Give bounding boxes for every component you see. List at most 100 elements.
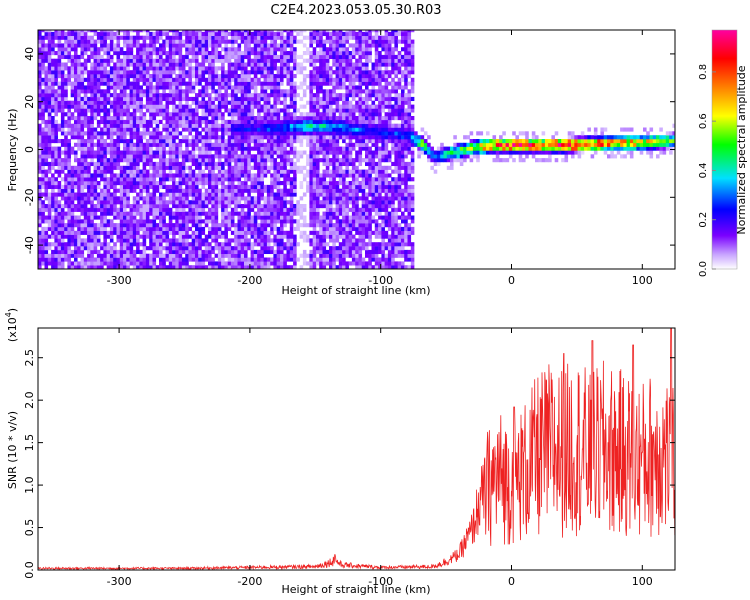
heatmap-cell xyxy=(60,96,65,102)
heatmap-cell xyxy=(237,238,242,243)
heatmap-cell xyxy=(217,246,222,251)
heatmap-cell xyxy=(119,89,124,94)
heatmap-cell xyxy=(198,51,202,56)
heatmap-cell xyxy=(208,127,212,132)
heatmap-cell xyxy=(126,119,130,125)
heatmap-cell xyxy=(87,89,91,94)
heatmap-cell xyxy=(273,108,277,113)
heatmap-cell xyxy=(132,161,137,167)
heatmap-cell xyxy=(142,74,147,79)
heatmap-cell xyxy=(237,58,242,63)
heatmap-cell xyxy=(198,200,202,205)
heatmap-cell xyxy=(217,54,222,60)
heatmap-cell xyxy=(113,74,117,79)
heatmap-cell xyxy=(319,119,323,125)
heatmap-cell xyxy=(319,77,323,82)
heatmap-cell xyxy=(270,192,274,197)
heatmap-cell xyxy=(175,204,179,209)
heatmap-cell xyxy=(87,200,91,205)
heatmap-cell xyxy=(201,253,206,258)
heatmap-cell xyxy=(312,154,317,159)
heatmap-cell xyxy=(299,181,304,186)
heatmap-cell xyxy=(165,108,170,113)
heatmap-cell xyxy=(322,142,327,147)
heatmap-cell xyxy=(44,43,49,48)
heatmap-cell xyxy=(70,39,75,44)
heatmap-cell xyxy=(41,54,45,60)
heatmap-cell xyxy=(77,89,81,94)
heatmap-cell xyxy=(67,246,71,251)
heatmap-cell xyxy=(201,177,206,182)
heatmap-cell xyxy=(266,265,271,269)
heatmap-cell xyxy=(293,169,297,174)
heatmap-cell xyxy=(211,204,215,209)
heatmap-cell xyxy=(80,108,85,113)
heatmap-cell xyxy=(208,51,212,56)
heatmap-cell xyxy=(96,257,101,262)
heatmap-cell xyxy=(276,196,281,201)
heatmap-cell xyxy=(149,265,153,269)
heatmap-cell xyxy=(168,158,173,163)
heatmap-cell xyxy=(54,81,58,86)
heatmap-cell xyxy=(93,127,98,132)
heatmap-cell xyxy=(132,226,137,232)
heatmap-cell xyxy=(270,226,274,232)
heatmap-cell xyxy=(322,108,327,113)
heatmap-cell xyxy=(172,246,176,251)
heatmap-cell xyxy=(77,177,81,182)
heatmap-cell xyxy=(208,211,212,216)
heatmap-cell xyxy=(211,234,215,239)
heatmap-cell xyxy=(224,43,228,48)
heatmap-cell xyxy=(188,74,192,79)
heatmap-cell xyxy=(155,223,160,228)
heatmap-cell xyxy=(90,223,94,228)
heatmap-cell xyxy=(244,127,248,132)
heatmap-cell xyxy=(103,223,107,228)
heatmap-cell xyxy=(165,119,170,125)
heatmap-cell xyxy=(38,70,42,75)
heatmap-cell xyxy=(145,100,150,105)
heatmap-cell xyxy=(119,74,124,79)
heatmap-cell xyxy=(41,238,45,243)
heatmap-cell xyxy=(175,261,179,266)
heatmap-cell xyxy=(312,62,317,67)
heatmap-cell xyxy=(83,104,88,109)
heatmap-cell xyxy=(198,192,202,197)
heatmap-cell xyxy=(136,142,140,147)
heatmap-cell xyxy=(80,30,85,33)
heatmap-cell xyxy=(266,31,271,37)
heatmap-cell xyxy=(126,104,130,109)
heatmap-cell xyxy=(162,211,166,216)
heatmap-cell xyxy=(247,230,251,235)
heatmap-cell xyxy=(198,226,202,232)
heatmap-cell xyxy=(103,165,107,170)
heatmap-cell xyxy=(155,150,160,155)
heatmap-cell xyxy=(106,81,111,86)
heatmap-cell xyxy=(250,104,255,109)
heatmap-cell xyxy=(67,158,71,163)
heatmap-cell xyxy=(103,100,107,105)
heatmap-cell xyxy=(178,85,183,90)
heatmap-cell xyxy=(270,89,274,94)
heatmap-cell xyxy=(90,230,94,235)
heatmap-cell xyxy=(60,223,65,228)
heatmap-cell xyxy=(83,211,88,216)
heatmap-cell xyxy=(257,66,261,71)
heatmap-cell xyxy=(237,35,242,40)
heatmap-cell xyxy=(119,238,124,243)
heatmap-cell xyxy=(266,123,271,128)
heatmap-cell xyxy=(270,142,274,147)
heatmap-cell xyxy=(247,196,251,201)
heatmap-cell xyxy=(188,139,192,144)
heatmap-cell xyxy=(77,93,81,98)
heatmap-cell xyxy=(178,43,183,48)
heatmap-cell xyxy=(276,169,281,174)
heatmap-cell xyxy=(168,223,173,228)
heatmap-cell xyxy=(227,204,232,209)
heatmap-cell xyxy=(211,89,215,94)
heatmap-cell xyxy=(96,74,101,79)
heatmap-cell xyxy=(103,261,107,266)
heatmap-cell xyxy=(329,161,333,167)
heatmap-cell xyxy=(87,100,91,105)
heatmap-cell xyxy=(309,238,313,243)
